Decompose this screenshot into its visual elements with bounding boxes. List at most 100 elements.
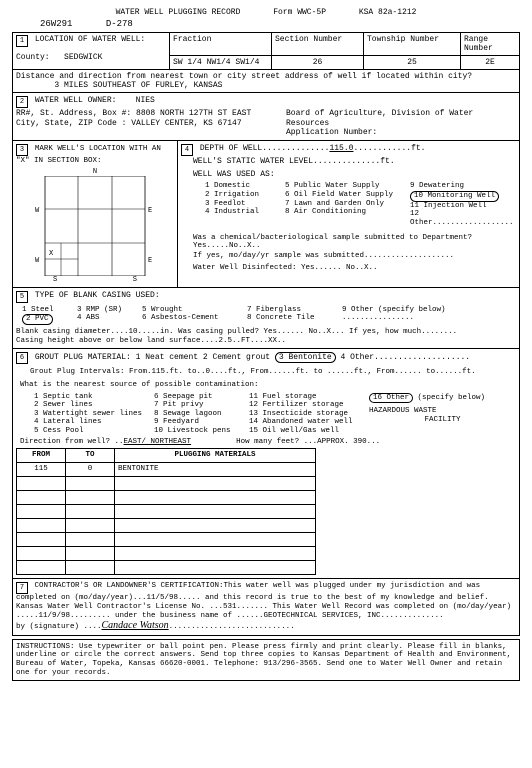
depth-unit: ............ft. <box>353 144 425 153</box>
location-table: 1 LOCATION OF WATER WELL: County: SEDGWI… <box>12 32 520 94</box>
feet-value: APPROX. 390... <box>317 438 380 446</box>
plugging-table: FROM TO PLUGGING MATERIALS 115 0 BENTONI… <box>16 448 316 575</box>
other-16-option: 16 Other <box>369 393 413 404</box>
section-number-2: 2 <box>16 96 28 108</box>
contam-col3: 11 Fuel storage12 Fertilizer storage13 I… <box>249 393 369 436</box>
section-6: 6 GROUT PLUG MATERIAL: 1 Neat cement 2 C… <box>12 349 520 579</box>
svg-text:W: W <box>35 257 40 265</box>
owner-value: NIES <box>136 96 155 105</box>
table-row <box>17 561 316 575</box>
sig-label: by (signature) .... <box>16 623 102 631</box>
disinf-line: Water Well Disinfected: Yes...... No..X.… <box>193 264 516 273</box>
svg-text:W: W <box>35 207 40 215</box>
sig-value: Candace Watson <box>102 620 169 631</box>
township-cell: Township Number <box>364 32 461 55</box>
section-box-diagram: X W E W E <box>35 176 155 276</box>
township-value: 25 <box>364 55 461 69</box>
distance-value: 3 MILES SOUTHEAST OF FURLEY, KANSAS <box>54 81 222 90</box>
page-root: WATER WELL PLUGGING RECORD Form WWC-5P K… <box>0 0 532 693</box>
casing-line2: Casing height above or below land surfac… <box>16 337 516 346</box>
form-id-line: 26W291 D-278 <box>40 19 520 29</box>
id1: 26W291 <box>40 19 72 29</box>
township-label: Township Number <box>367 35 439 44</box>
uses-grid: 1 Domestic2 Irrigation3 Feedlot4 Industr… <box>205 182 516 227</box>
range-cell: Range Number <box>461 32 520 55</box>
row1-mat: BENTONITE <box>115 463 316 477</box>
section-label: Section Number <box>275 35 342 44</box>
distance-row: Distance and direction from nearest town… <box>13 70 520 93</box>
section-number-6: 6 <box>16 352 28 364</box>
section-number-4: 4 <box>181 144 193 156</box>
depth-value: 115.0 <box>329 144 353 153</box>
county-value: SEDGWICK <box>64 53 102 62</box>
svg-text:X: X <box>49 249 54 257</box>
location-label: LOCATION OF WATER WELL: <box>35 35 145 44</box>
sig-dots: ............................ <box>169 623 295 631</box>
hazwaste-2: FACILITY <box>369 416 516 425</box>
board-label: Board of Agriculture, Division of Water … <box>286 109 516 127</box>
chem-line1: Was a chemical/bacteriological sample su… <box>193 234 516 251</box>
table-row <box>17 477 316 491</box>
form-ksa: KSA 82a-1212 <box>359 8 417 17</box>
plugtbl-h3: PLUGGING MATERIALS <box>115 449 316 463</box>
range-value: 2E <box>461 55 520 69</box>
table-row <box>17 533 316 547</box>
row1-to: 0 <box>66 463 115 477</box>
fraction-cell: Fraction <box>170 32 272 55</box>
appno-label: Application Number: <box>286 128 516 137</box>
casing-col4: 7 Fiberglass8 Concrete Tile <box>247 306 342 325</box>
instructions-text: INSTRUCTIONS: Use typewriter or ball poi… <box>16 643 511 677</box>
contam-col2: 6 Seepage pit7 Pit privy8 Sewage lagoon9… <box>154 393 249 436</box>
direction-line: Direction from well? ..EAST/ NORTHEAST H… <box>20 438 516 447</box>
casing-col2: 3 RMP (SR)4 ABS <box>77 306 142 325</box>
casing-col5: 9 Other (specify below)................ <box>342 306 516 325</box>
depth-label: DEPTH OF WELL.............. <box>200 144 330 153</box>
chem-line2: If yes, mo/day/yr sample was submitted..… <box>193 252 516 261</box>
sec6-other: 4 Other.................... <box>336 353 470 362</box>
source-label: What is the nearest source of possible c… <box>20 381 516 390</box>
instructions-box: INSTRUCTIONS: Use typewriter or ball poi… <box>12 639 520 682</box>
casing-col1: 1 Steel2 PVC <box>22 306 77 325</box>
casing-col3: 5 Wrought6 Asbestos-Cement <box>142 306 247 325</box>
hazwaste-1: HAZARDOUS WASTE <box>369 407 516 416</box>
form-number: Form WWC-5P <box>273 8 326 17</box>
form-title: WATER WELL PLUGGING RECORD <box>116 8 241 17</box>
form-header: WATER WELL PLUGGING RECORD Form WWC-5P K… <box>12 8 520 17</box>
plugtbl-h2: TO <box>66 449 115 463</box>
city-value: VALLEY CENTER, KS 67147 <box>131 119 241 128</box>
addr-label: RR#, St. Address, Box #: <box>16 109 131 118</box>
sections-3-4: 3 MARK WELL'S LOCATION WITH AN "X" IN SE… <box>12 141 520 288</box>
fraction-value: SW 1/4 NW1/4 SW1/4 <box>170 55 272 69</box>
uses-col3: 9 Dewatering10 Monitoring Well11 Injecti… <box>410 182 516 227</box>
contam-col4: 16 Other (specify below) HAZARDOUS WASTE… <box>369 393 516 436</box>
sec3-label: MARK WELL'S LOCATION WITH AN "X" IN SECT… <box>16 145 161 165</box>
addr-value: 8808 NORTH 127TH ST EAST <box>136 109 251 118</box>
section-5: 5 TYPE OF BLANK CASING USED: 1 Steel2 PV… <box>12 288 520 350</box>
contam-col1: 1 Septic tank2 Sewer lines3 Watertight s… <box>34 393 154 436</box>
bentonite-option: 3 Bentonite <box>275 352 336 363</box>
range-label: Range Number <box>464 35 493 53</box>
table-row <box>17 519 316 533</box>
id2: D-278 <box>106 19 133 29</box>
casing-line1: Blank casing diameter....10.....in. Was … <box>16 328 516 337</box>
dir-label: Direction from well? .. <box>20 438 124 446</box>
owner-section: 2 WATER WELL OWNER: NIES RR#, St. Addres… <box>12 93 520 141</box>
section-number-3: 3 <box>16 144 28 156</box>
city-label: City, State, ZIP Code : <box>16 119 126 128</box>
table-row <box>17 491 316 505</box>
svg-text:E: E <box>148 257 152 265</box>
section-number-5: 5 <box>16 291 28 303</box>
svg-text:E: E <box>148 207 152 215</box>
casing-options: 1 Steel2 PVC 3 RMP (SR)4 ABS 5 Wrought6 … <box>22 306 516 325</box>
fraction-label: Fraction <box>173 35 211 44</box>
table-row: 115 0 BENTONITE <box>17 463 316 477</box>
uses-col2: 5 Public Water Supply6 Oil Field Water S… <box>285 182 410 227</box>
other-16-post: (specify below) <box>418 394 486 402</box>
section-number-7: 7 <box>16 582 28 594</box>
section-7: 7 CONTRACTOR'S OR LANDOWNER'S CERTIFICAT… <box>12 579 520 636</box>
contam-grid: 1 Septic tank2 Sewer lines3 Watertight s… <box>34 393 516 436</box>
row1-from: 115 <box>17 463 66 477</box>
feet-label: How many feet? ... <box>236 438 317 446</box>
owner-label: WATER WELL OWNER: <box>35 96 117 105</box>
section-value: 26 <box>272 55 364 69</box>
